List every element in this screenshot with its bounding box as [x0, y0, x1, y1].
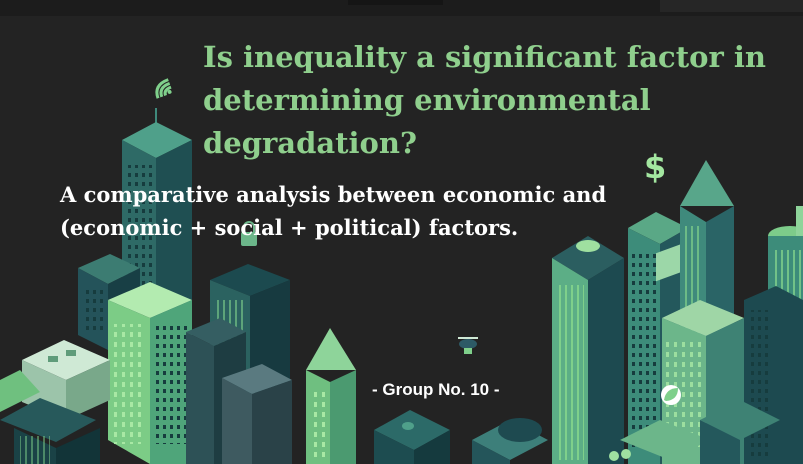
top-tab	[348, 0, 443, 5]
svg-text:$: $	[644, 148, 666, 186]
right-skyline	[552, 160, 803, 464]
dollar-icon: $	[644, 148, 666, 186]
slide-subtitle: A comparative analysis between economic …	[60, 182, 607, 240]
padlock-icon	[241, 221, 257, 246]
top-right-panel	[660, 0, 803, 12]
center-buildings	[374, 410, 548, 464]
wifi-icon	[155, 78, 172, 99]
top-bar	[0, 0, 803, 16]
left-skyline	[0, 108, 356, 464]
leaf-icon	[661, 385, 681, 405]
group-label: - Group No. 10 -	[372, 380, 500, 399]
drone-icon	[458, 337, 478, 354]
slide-title: Is inequality a significant factor in de…	[203, 40, 766, 160]
